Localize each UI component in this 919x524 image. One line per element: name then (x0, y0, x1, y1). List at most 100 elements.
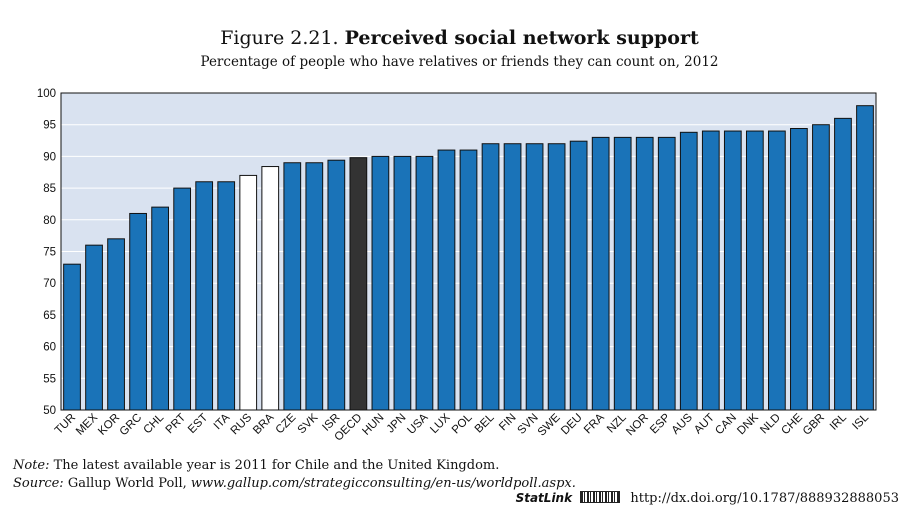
x-label-bel: BEL (473, 411, 497, 435)
y-tick-50: 50 (43, 405, 56, 417)
source-link[interactable]: www.gallup.com/strategicconsulting/en-us… (190, 476, 576, 491)
x-label-isl: ISL (850, 411, 871, 432)
x-label-gbr: GBR (801, 412, 827, 438)
x-label-swe: SWE (536, 411, 563, 438)
bar-dnk (745, 130, 764, 411)
figure-subtitle: Percentage of people who have relatives … (200, 54, 719, 70)
x-label-can: CAN (713, 412, 739, 438)
x-label-esp: ESP (648, 411, 673, 436)
x-label-prt: PRT (164, 412, 189, 437)
source-line: Source: Gallup World Poll, www.gallup.co… (13, 475, 576, 493)
x-label-tur: TUR (53, 412, 78, 437)
bar-fra (591, 136, 610, 411)
bar-nzl (613, 136, 632, 411)
x-label-pol: POL (450, 411, 475, 436)
y-tick-95: 95 (43, 120, 56, 132)
x-label-cze: CZE (274, 411, 299, 436)
bar-tur (63, 263, 81, 411)
x-label-deu: DEU (559, 412, 585, 438)
bar-can (723, 130, 742, 411)
statlink: StatLink http://dx.doi.org/10.1787/88893… (516, 491, 899, 506)
x-label-usa: USA (405, 411, 430, 436)
source-text: Gallup World Poll, (67, 476, 187, 491)
x-label-aus: AUS (670, 411, 695, 436)
bar-kor (107, 238, 125, 411)
bar-isr (327, 159, 346, 411)
x-label-fra: FRA (582, 411, 607, 436)
bar-isl (856, 105, 874, 411)
note-label: Note: (13, 458, 50, 473)
notes-block: Note: The latest available year is 2011 … (13, 457, 576, 493)
x-label-dnk: DNK (735, 411, 761, 437)
x-label-svn: SVN (515, 412, 540, 437)
x-label-grc: GRC (118, 412, 145, 439)
x-label-aut: AUT (692, 412, 717, 437)
bar-lux (437, 149, 456, 411)
bar-aut (701, 130, 720, 411)
y-axis-ticks: 50 55 60 65 70 75 80 85 90 95 100 (37, 88, 56, 417)
bar-fin (503, 143, 522, 411)
note-text: The latest available year is 2011 for Ch… (53, 458, 500, 473)
source-label: Source: (13, 476, 64, 491)
bar-grc (129, 212, 147, 411)
bar-aus (679, 131, 698, 411)
x-label-lux: LUX (428, 411, 453, 436)
x-label-chl: CHL (141, 411, 166, 436)
x-label-nld: NLD (758, 412, 783, 437)
bar-swe (547, 143, 566, 411)
y-tick-85: 85 (43, 183, 56, 195)
y-tick-80: 80 (43, 215, 56, 227)
x-label-hun: HUN (360, 412, 386, 438)
x-label-svk: SVK (296, 411, 321, 436)
bar-svn (525, 143, 544, 411)
bar-gbr (812, 124, 830, 411)
bar-nld (768, 130, 786, 411)
x-label-nor: NOR (624, 412, 651, 439)
bar-jpn (393, 155, 412, 411)
note-line: Note: The latest available year is 2011 … (13, 457, 576, 475)
bar-mex (85, 244, 103, 411)
bar-hun (371, 155, 390, 411)
bar-deu (569, 140, 588, 411)
statlink-url[interactable]: http://dx.doi.org/10.1787/888932888053 (630, 491, 899, 506)
bar-rus (239, 174, 258, 411)
y-tick-60: 60 (43, 342, 56, 354)
bar-svk (305, 162, 324, 411)
x-label-che: CHE (779, 411, 805, 437)
y-tick-55: 55 (43, 373, 56, 385)
x-label-mex: MEX (74, 411, 100, 437)
x-label-jpn: JPN (385, 412, 409, 436)
bar-cze (283, 162, 302, 411)
bar-chl (151, 206, 169, 411)
bar-bel (481, 143, 500, 411)
y-tick-75: 75 (43, 247, 56, 259)
x-label-fin: FIN (497, 412, 519, 434)
bar-bra (261, 166, 280, 411)
y-tick-90: 90 (43, 151, 56, 163)
x-label-rus: RUS (229, 411, 255, 437)
bar-prt (173, 187, 192, 411)
figure-number: Figure 2.21. (220, 27, 339, 49)
bar-oecd (349, 157, 368, 411)
statlink-label: StatLink (515, 491, 573, 505)
bar-irl (834, 117, 852, 411)
figure-title-text: Perceived social network support (344, 27, 699, 49)
y-tick-70: 70 (43, 278, 56, 290)
plot-frame (60, 92, 877, 411)
bar-pol (459, 149, 478, 411)
bar-che (790, 128, 808, 411)
bars (63, 105, 874, 411)
bar-nor (635, 136, 654, 411)
bar-usa (415, 155, 434, 411)
statlink-logo-icon (580, 491, 621, 503)
x-label-kor: KOR (96, 412, 122, 438)
x-label-bra: BRA (251, 411, 276, 436)
y-tick-100: 100 (37, 88, 56, 100)
x-label-est: EST (186, 412, 210, 436)
figure-title: Figure 2.21. Perceived social network su… (0, 27, 919, 49)
x-label-irl: IRL (828, 411, 850, 433)
y-tick-65: 65 (43, 310, 56, 322)
bar-ita (217, 181, 236, 411)
